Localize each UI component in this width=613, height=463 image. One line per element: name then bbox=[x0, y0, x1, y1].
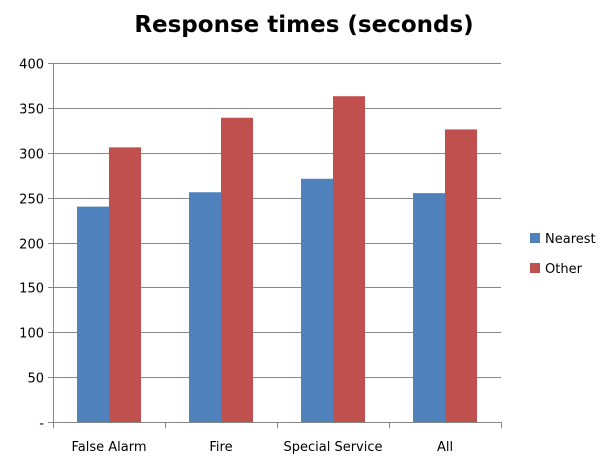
y-axis-ticks: - 50 100 150 200 250 300 350 400 bbox=[19, 58, 53, 432]
chart-title: Response times (seconds) bbox=[134, 12, 473, 38]
bars bbox=[77, 96, 477, 423]
y-tick-label: 200 bbox=[19, 238, 44, 253]
legend: Nearest Other bbox=[530, 232, 596, 277]
bar-other-fire bbox=[221, 117, 253, 422]
bar-nearest-fire bbox=[189, 192, 221, 422]
bar-other-false-alarm bbox=[109, 147, 141, 423]
legend-label-nearest: Nearest bbox=[545, 232, 596, 247]
y-tick-label: 350 bbox=[19, 103, 44, 118]
legend-swatch-nearest bbox=[530, 233, 540, 243]
bar-nearest-all bbox=[413, 193, 445, 422]
y-tick-label: 300 bbox=[19, 148, 44, 163]
legend-swatch-other bbox=[530, 263, 540, 273]
x-tick-label: All bbox=[437, 440, 453, 455]
legend-label-other: Other bbox=[545, 262, 583, 277]
bar-nearest-false-alarm bbox=[77, 206, 109, 422]
bar-nearest-special-service bbox=[301, 178, 333, 422]
y-tick-label: - bbox=[39, 417, 44, 432]
y-tick-label: 150 bbox=[19, 282, 44, 297]
x-tick-label: Fire bbox=[209, 440, 232, 455]
x-axis-ticks: False Alarm Fire Special Service All bbox=[53, 422, 502, 455]
y-tick-label: 50 bbox=[27, 372, 44, 387]
y-tick-label: 250 bbox=[19, 193, 44, 208]
y-tick-label: 400 bbox=[19, 58, 44, 73]
x-tick-label: Special Service bbox=[283, 440, 382, 455]
bar-other-special-service bbox=[333, 96, 365, 423]
x-tick-label: False Alarm bbox=[71, 440, 146, 455]
y-tick-label: 100 bbox=[19, 327, 44, 342]
bar-other-all bbox=[445, 129, 477, 423]
